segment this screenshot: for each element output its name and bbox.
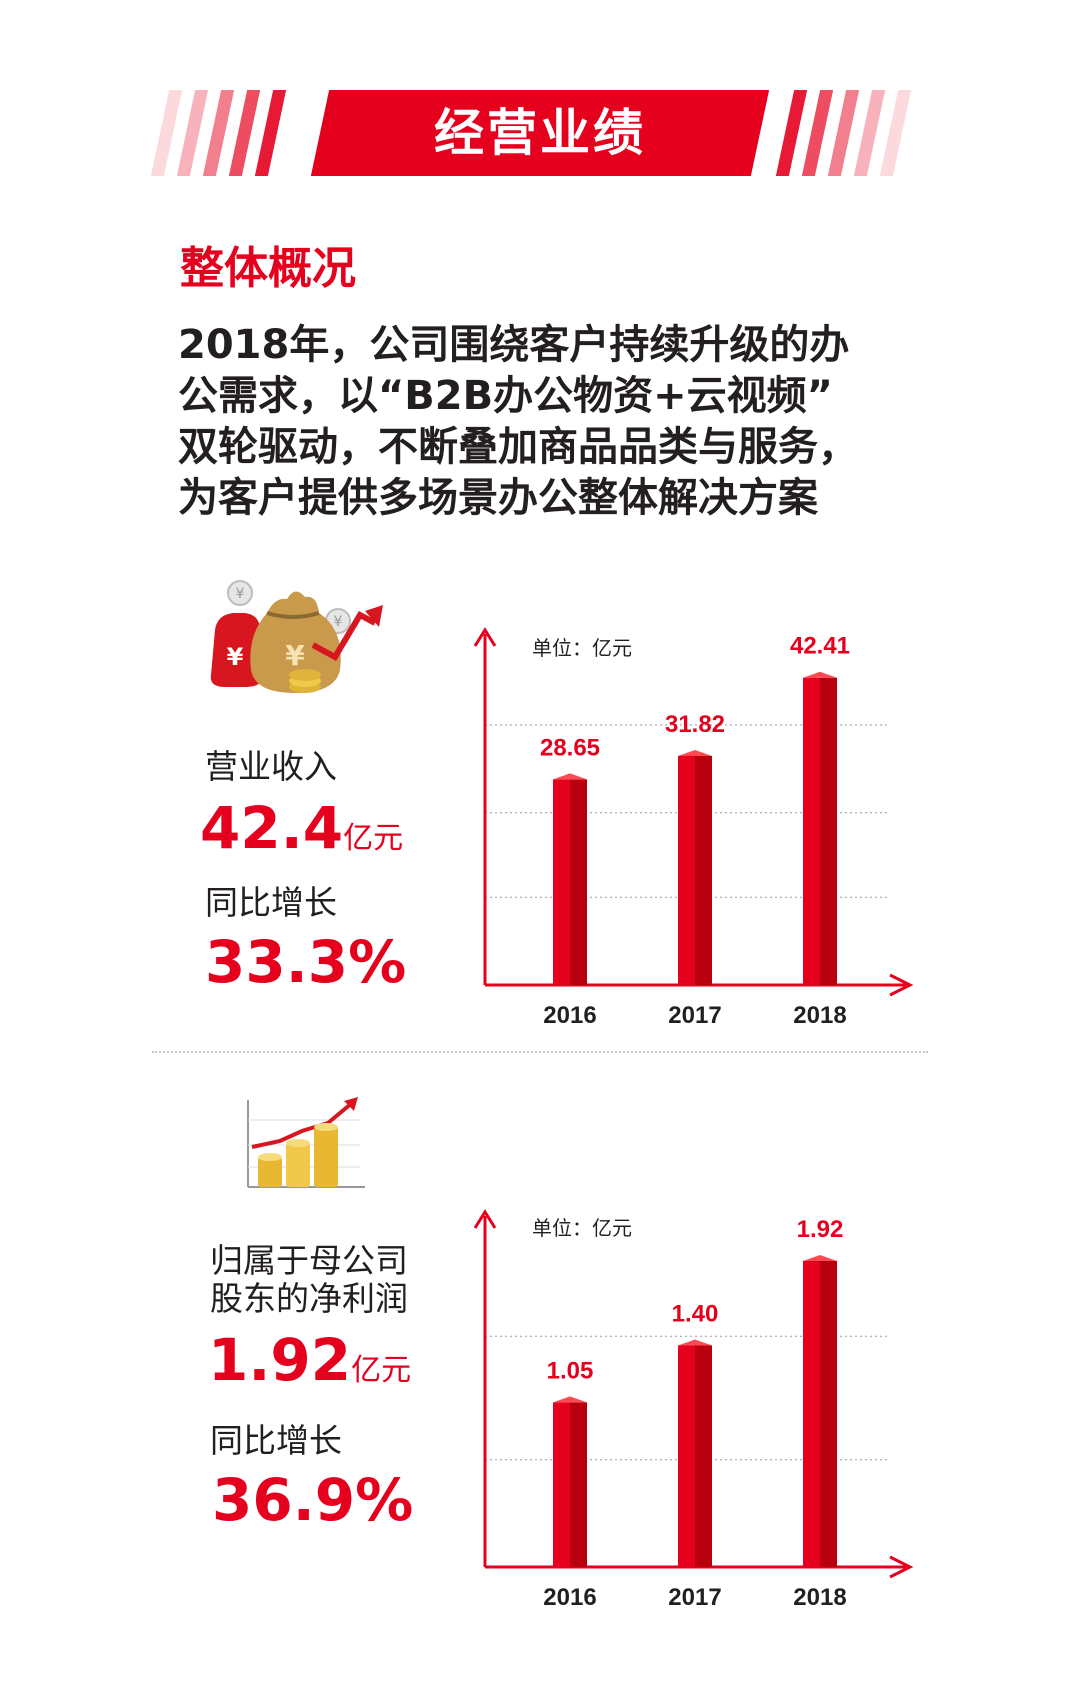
bar-face-right [820,677,837,985]
y-axis-arrow [473,627,497,647]
svg-text:¥: ¥ [227,643,244,671]
bar-value-label: 28.65 [540,734,600,761]
section-banner: 经营业绩 [150,90,920,176]
banner-stripe [228,90,261,176]
banner-stripe [827,90,860,176]
banner-stripe [801,90,834,176]
banner-stripe [176,90,209,176]
intro-line: 2018年，公司围绕客户持续升级的办 [178,322,850,368]
bar-value-label: 1.92 [797,1216,844,1243]
money-bag-icon: ¥ ¥ ¥ ¥ [210,580,383,693]
banner-stripe [254,90,287,176]
x-tick-label: 2018 [793,1584,846,1611]
x-tick-label: 2017 [668,1002,721,1029]
bar-face-left [678,755,695,985]
bar-cap [803,671,837,678]
revenue-growth-label: 同比增长 [205,883,337,922]
revenue-bar-chart: 单位：亿元 28.65 2016 31.82 2017 42.41 2018 [470,610,970,1030]
intro-line: 为客户提供多场景办公整体解决方案 [178,475,818,521]
profit-bar-chart: 单位：亿元 1.05 2016 1.40 2017 1.92 2018 [470,1192,970,1612]
banner-stripe [202,90,235,176]
bar-2017 [678,1339,712,1567]
x-tick-label: 2016 [543,1002,596,1029]
bar-2016 [553,1396,587,1567]
intro-paragraph: 2018年，公司围绕客户持续升级的办 公需求，以“B2B办公物资+云视频” 双轮… [178,320,918,524]
banner-title: 经营业绩 [434,104,646,162]
y-axis-arrow [473,1209,497,1229]
coin-growth-icon [247,1097,365,1188]
bar-value-label: 1.05 [547,1357,594,1384]
intro-line: 双轮驱动，不断叠加商品品类与服务， [178,424,858,470]
x-tick-label: 2017 [668,1584,721,1611]
svg-text:¥: ¥ [334,614,343,630]
x-tick-label: 2018 [793,1002,846,1029]
profit-unit: 亿元 [351,1353,412,1388]
profit-chart-svg: 1.05 2016 1.40 2017 1.92 2018 [473,1209,914,1611]
profit-number: 1.92 [208,1326,352,1394]
bar-face-right [695,1345,712,1567]
x-axis-arrow [889,973,914,997]
bar-face-left [553,1402,570,1567]
x-tick-label: 2016 [543,1584,596,1611]
profit-value: 1.92亿元 [208,1328,411,1403]
banner-stripe [879,90,912,176]
bar-value-label: 1.40 [672,1301,719,1328]
banner-stripe [150,90,183,176]
bar-cap [678,1339,712,1346]
revenue-value: 42.4亿元 [200,796,403,871]
bar-face-right [820,1261,837,1567]
bar-cap [553,1396,587,1403]
revenue-label: 营业收入 [205,747,337,786]
banner-stripe [775,90,808,176]
bar-2018 [803,1255,837,1567]
section-divider [152,1051,928,1053]
banner-stripe [853,90,886,176]
bar-cap [553,773,587,780]
bar-face-right [570,1402,587,1567]
revenue-growth-value: 33.3% [205,928,407,996]
bar-2016 [553,773,587,985]
revenue-unit: 亿元 [343,821,404,856]
bar-face-left [678,1345,695,1567]
bar-value-label: 42.41 [790,633,850,660]
section-title: 整体概况 [180,243,356,294]
svg-text:¥: ¥ [236,586,245,602]
profit-growth-value: 36.9% [212,1466,414,1534]
intro-line: 公需求，以“B2B办公物资+云视频” [178,373,833,419]
svg-text:¥: ¥ [285,639,305,672]
bar-face-left [553,779,570,985]
profit-label-line1: 归属于母公司 [210,1241,408,1280]
bar-face-right [695,755,712,985]
bar-face-left [803,677,820,985]
bar-face-left [803,1261,820,1567]
bar-2017 [678,749,712,985]
bar-cap [803,1255,837,1261]
bar-2018 [803,671,837,985]
bar-face-right [570,779,587,985]
x-axis-arrow [889,1555,914,1579]
chart-unit-label: 单位：亿元 [532,1216,632,1240]
bar-value-label: 31.82 [665,711,725,738]
profit-label-line2: 股东的净利润 [210,1279,408,1318]
revenue-number: 42.4 [200,794,344,862]
revenue-chart-svg: 28.65 2016 31.82 2017 42.41 2018 [473,627,914,1029]
profit-growth-label: 同比增长 [210,1421,342,1460]
chart-unit-label: 单位：亿元 [532,636,632,660]
bar-cap [678,749,712,756]
